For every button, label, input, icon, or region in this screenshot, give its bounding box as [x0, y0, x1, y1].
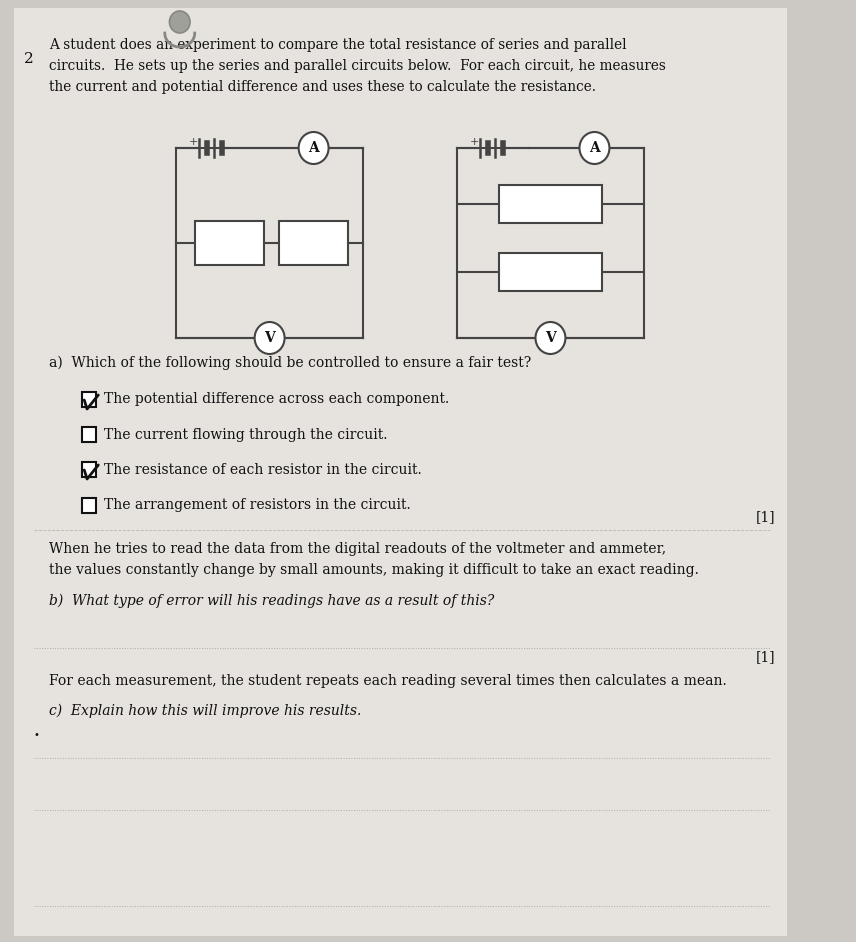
Bar — [82, 392, 97, 407]
Text: When he tries to read the data from the digital readouts of the voltmeter and am: When he tries to read the data from the … — [49, 542, 698, 577]
Text: [1]: [1] — [756, 650, 776, 664]
Text: The arrangement of resistors in the circuit.: The arrangement of resistors in the circ… — [104, 498, 411, 512]
Text: A: A — [308, 141, 319, 155]
Bar — [279, 221, 348, 265]
Text: b)  What type of error will his readings have as a result of this?: b) What type of error will his readings … — [49, 594, 494, 609]
Text: A: A — [589, 141, 600, 155]
Text: +: + — [189, 137, 199, 147]
Text: A student does an experiment to compare the total resistance of series and paral: A student does an experiment to compare … — [49, 38, 666, 94]
Text: V: V — [545, 331, 556, 345]
Text: c)  Explain how this will improve his results.: c) Explain how this will improve his res… — [49, 704, 361, 719]
Circle shape — [169, 11, 190, 33]
Circle shape — [580, 132, 609, 164]
Bar — [82, 498, 97, 513]
Text: The potential difference across each component.: The potential difference across each com… — [104, 393, 449, 407]
Text: +: + — [470, 137, 479, 147]
Text: The resistance of each resistor in the circuit.: The resistance of each resistor in the c… — [104, 463, 422, 477]
Bar — [82, 427, 97, 442]
Circle shape — [254, 322, 284, 354]
Text: •: • — [33, 730, 39, 740]
Text: For each measurement, the student repeats each reading several times then calcul: For each measurement, the student repeat… — [49, 674, 727, 688]
Circle shape — [299, 132, 329, 164]
Text: [1]: [1] — [756, 510, 776, 524]
Bar — [499, 253, 602, 291]
Circle shape — [536, 322, 566, 354]
Bar — [82, 462, 97, 477]
Bar — [499, 185, 602, 223]
Text: 2: 2 — [24, 52, 34, 66]
Bar — [194, 221, 264, 265]
Text: a)  Which of the following should be controlled to ensure a fair test?: a) Which of the following should be cont… — [49, 356, 531, 370]
Text: V: V — [265, 331, 275, 345]
Text: The current flowing through the circuit.: The current flowing through the circuit. — [104, 428, 388, 442]
